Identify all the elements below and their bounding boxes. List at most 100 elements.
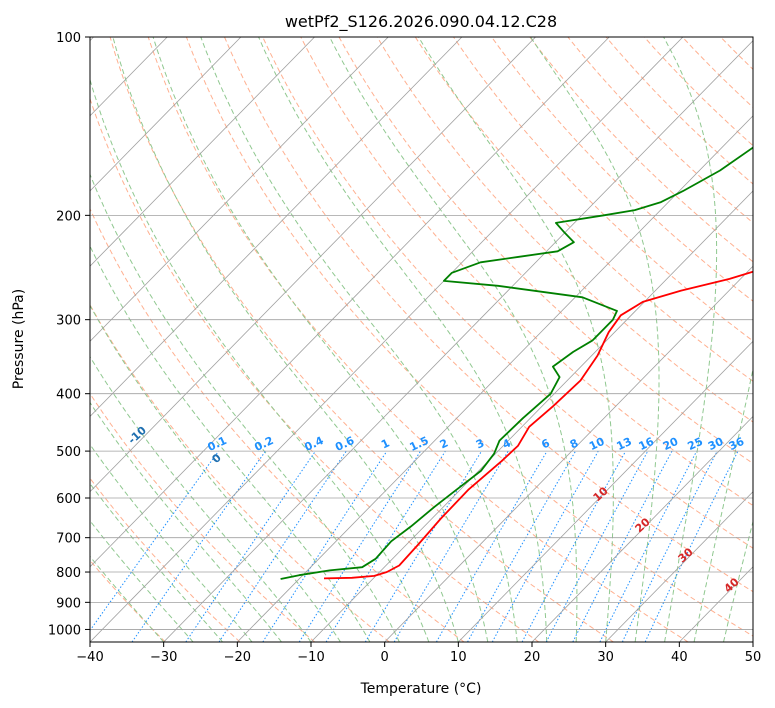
moist-adiabat-line xyxy=(723,519,753,642)
dewpoint-profile xyxy=(280,146,753,580)
mixing-ratio-line xyxy=(393,450,509,642)
y-tick-label: 200 xyxy=(56,209,81,224)
isotherm-line xyxy=(237,115,753,642)
mixing-ratio-line xyxy=(131,450,266,642)
isotherms xyxy=(90,37,753,642)
moist-adiabat-line xyxy=(90,304,341,642)
mixing-ratio-line xyxy=(325,450,446,642)
moist-adiabat-line xyxy=(418,37,614,642)
x-tick-label: 30 xyxy=(597,650,614,665)
mixing-ratio-label: 20 xyxy=(661,435,681,453)
moist-adiabats xyxy=(90,37,753,642)
dry-adiabat-line xyxy=(414,37,753,382)
x-tick-label: −10 xyxy=(297,650,324,665)
dry-adiabat-line xyxy=(185,37,753,637)
x-tick-label: 10 xyxy=(450,650,467,665)
x-tick-label: 40 xyxy=(671,650,688,665)
moist-adiabat-line xyxy=(329,37,578,642)
isotherm-line xyxy=(90,37,684,642)
moist-adiabat-line xyxy=(90,482,223,642)
profile-series xyxy=(280,146,753,580)
y-tick-label: 1000 xyxy=(48,623,81,638)
x-tick-label: 20 xyxy=(524,650,541,665)
mixing-ratio-label: 1 xyxy=(379,436,391,451)
moist-adiabat-line xyxy=(663,37,718,642)
x-axis-label: Temperature (°C) xyxy=(360,681,482,697)
y-tick-label: 600 xyxy=(56,492,81,507)
dry-adiabat-line xyxy=(90,477,241,642)
moist-adiabat-line xyxy=(90,173,400,642)
mixing-ratio-line xyxy=(521,450,627,642)
mixing-ratio-line xyxy=(90,450,220,632)
mixing-ratio-label: 16 xyxy=(637,435,657,453)
dry-adiabat-line xyxy=(720,37,753,70)
moist-adiabat-line xyxy=(90,520,194,642)
moist-adiabat-label: 10 xyxy=(591,484,611,504)
isotherm-line xyxy=(531,415,753,642)
mixing-ratio-line xyxy=(572,450,673,642)
dry-adiabat-line xyxy=(300,37,753,507)
y-tick-label: 100 xyxy=(56,31,81,46)
x-axis: −40 −30 −20 −10 0 10 20 30 40 50 xyxy=(76,642,761,665)
mixing-ratio-label: 10 xyxy=(587,435,607,453)
moist-adiabat-line xyxy=(90,401,282,642)
dry-adiabat-line xyxy=(567,37,753,224)
isotherm-line xyxy=(679,566,753,642)
moist-adiabat-line xyxy=(90,355,312,642)
mixing-ratio-line xyxy=(621,450,718,642)
x-tick-label: 50 xyxy=(745,650,762,665)
mixing-ratio-label: 25 xyxy=(686,435,705,453)
dry-adiabat-line xyxy=(643,37,753,147)
temperature-profile xyxy=(323,270,753,580)
isotherm-line xyxy=(90,37,389,342)
dry-adiabat-line xyxy=(338,37,753,465)
dry-adiabat-line xyxy=(90,559,166,642)
isotherm-line xyxy=(90,37,242,192)
isotherm-line xyxy=(90,37,463,418)
isotherm-line xyxy=(310,190,753,642)
dry-adiabat-line xyxy=(90,207,465,642)
dry-adiabat-line xyxy=(376,37,753,423)
mixing-ratio-line xyxy=(599,450,698,642)
dry-adiabat-line xyxy=(759,37,775,642)
isotherm-line xyxy=(605,491,753,642)
dry-adiabat-line xyxy=(109,37,614,642)
y-axis-label: Pressure (hPa) xyxy=(11,289,27,389)
x-tick-label: −40 xyxy=(76,650,103,665)
mixing-ratio-label: 13 xyxy=(615,435,634,453)
isotherm-line xyxy=(384,265,753,642)
y-tick-label: 800 xyxy=(56,566,81,581)
isotherm-line xyxy=(163,40,753,642)
plot-frame xyxy=(89,36,754,643)
mixing-ratio-label: 3 xyxy=(474,436,486,451)
moist-adiabat-line xyxy=(90,245,371,642)
moist-adiabat-line xyxy=(90,443,253,642)
mixing-ratio-line xyxy=(644,450,739,642)
dry-adiabat-line xyxy=(90,392,316,642)
dry-adiabat-line xyxy=(682,37,753,109)
mixing-ratio-label: 6 xyxy=(539,436,552,451)
moist-adiabat-line xyxy=(112,37,459,642)
mixing-ratio-line xyxy=(545,450,649,642)
mixing-ratio-label: 2 xyxy=(438,436,450,451)
x-tick-label: −30 xyxy=(150,650,177,665)
dry-adiabat-line xyxy=(491,37,753,302)
mixing-ratio-line xyxy=(467,450,577,642)
moist-adiabat-line xyxy=(693,366,753,642)
x-tick-label: 0 xyxy=(381,650,389,665)
moist-adiabat-line xyxy=(200,37,518,642)
mixing-ratio-line xyxy=(218,450,347,642)
y-tick-label: 400 xyxy=(56,388,81,403)
mixing-ratio-lines xyxy=(90,450,739,642)
moist-adiabat-line xyxy=(530,37,660,642)
mixing-ratio-line xyxy=(298,450,422,642)
isotherm-line xyxy=(90,37,315,267)
dry-adiabat-label: -10 xyxy=(126,424,150,447)
isotherm-line xyxy=(90,37,536,493)
mixing-ratio-line xyxy=(364,450,483,642)
dry-adiabats xyxy=(90,37,775,642)
dry-adiabat-line xyxy=(529,37,753,263)
dry-adiabat-line xyxy=(90,303,390,642)
mixing-ratio-label: 30 xyxy=(706,435,726,453)
dry-adiabat-line xyxy=(224,37,753,593)
